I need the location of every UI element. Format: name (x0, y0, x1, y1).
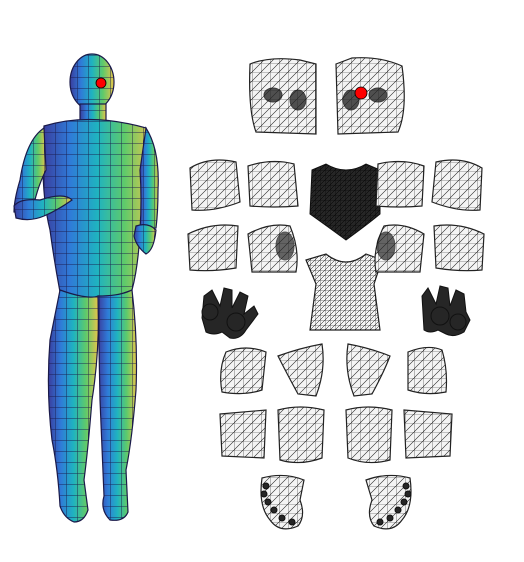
leg-uv-patch-icon (219, 343, 453, 464)
foot-uv-patch-icon (260, 474, 412, 530)
arm-uv-patch-icon (187, 159, 485, 273)
hand-patch-left (201, 287, 259, 339)
hand-uv-patch-icon (201, 285, 471, 339)
hand-patch-right (421, 285, 471, 337)
human-body-mesh-icon (13, 53, 159, 523)
body-keypoint-marker (95, 77, 107, 89)
head-uv-patch-icon (249, 57, 405, 135)
torso-uv-patch-icon (305, 163, 383, 331)
head-keypoint-marker (354, 86, 368, 100)
